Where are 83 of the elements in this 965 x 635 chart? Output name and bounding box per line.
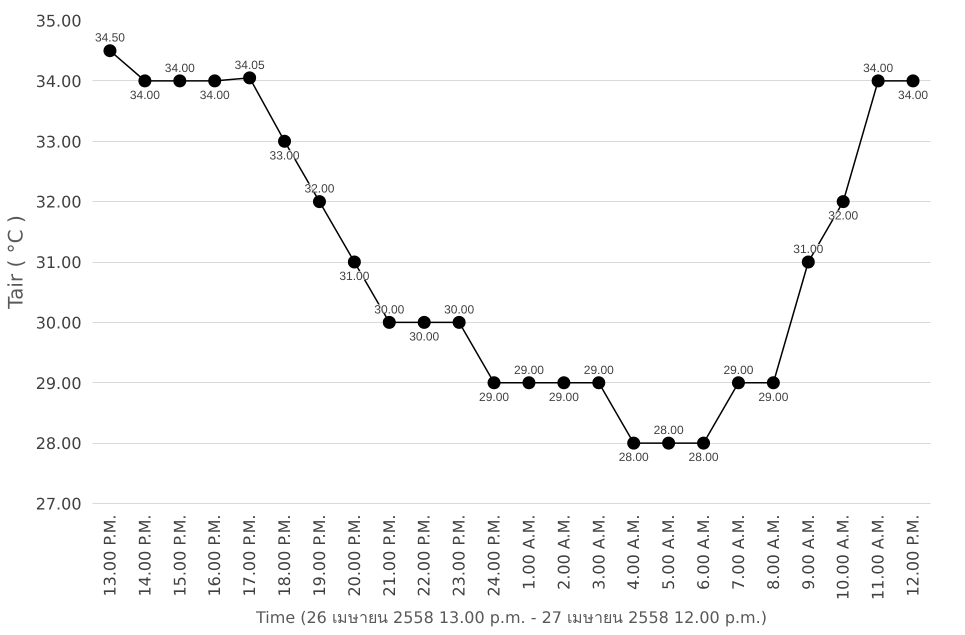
x-tick-label: 3.00 A.M. [589, 514, 608, 590]
x-tick-label: 11.00 A.M. [868, 514, 888, 600]
x-tick-label: 17.00 P.M. [240, 514, 260, 597]
y-tick-label: 32.00 [36, 192, 82, 212]
x-tick-label: 8.00 A.M. [764, 514, 783, 590]
data-label: 29.00 [514, 362, 544, 377]
data-label: 34.05 [234, 58, 265, 72]
y-tick-label: 34.00 [36, 72, 82, 91]
point [208, 74, 222, 88]
data-label: 31.00 [793, 242, 824, 256]
data-label: 29.00 [548, 390, 580, 404]
point [627, 436, 640, 450]
x-tick-label: 10.00 A.M. [834, 514, 853, 600]
point [103, 44, 116, 58]
data-label: 34.00 [200, 88, 230, 102]
data-label: 33.00 [270, 148, 300, 162]
x-tick-label: 4.00 A.M. [624, 514, 644, 590]
x-tick-label: 12.00 P.M. [904, 514, 923, 597]
data-label: 32.00 [828, 208, 859, 223]
y-tick-label: 30.00 [36, 313, 82, 332]
x-tick-label: 6.00 A.M. [694, 514, 714, 590]
data-label: 28.00 [688, 450, 719, 464]
x-tick-label: 20.00 P.M. [344, 514, 364, 597]
point [348, 256, 361, 268]
point [522, 376, 536, 390]
point [802, 256, 815, 268]
data-label: 29.00 [584, 362, 614, 377]
data-label: 32.00 [304, 182, 335, 196]
data-label: 29.00 [479, 390, 510, 404]
point [662, 436, 676, 450]
point [836, 195, 850, 208]
x-tick-label: 1.00 A.M. [519, 514, 538, 590]
point [243, 71, 256, 84]
data-label: 34.50 [94, 30, 126, 45]
y-tick-label: 28.00 [36, 434, 82, 454]
y-tick-label: 31.00 [36, 253, 82, 272]
data-label: 28.00 [654, 423, 684, 438]
x-tick-label: 18.00 P.M. [275, 514, 294, 597]
y-axis-title: Tair ( °C ) [4, 215, 28, 310]
point [418, 316, 431, 329]
x-tick-label: 7.00 A.M. [728, 514, 748, 590]
x-tick-label: 14.00 P.M. [135, 514, 154, 597]
data-label: 30.00 [374, 302, 405, 316]
data-label: 34.00 [164, 60, 196, 75]
data-label: 30.00 [444, 302, 474, 316]
x-tick-label: 21.00 P.M. [380, 514, 399, 597]
x-tick-label: 16.00 P.M. [205, 514, 224, 597]
point [697, 436, 710, 450]
point [557, 376, 570, 390]
y-tick-label: 33.00 [36, 132, 82, 152]
point [766, 376, 780, 390]
x-tick-label: 9.00 A.M. [798, 514, 818, 590]
y-tick-label: 29.00 [36, 374, 82, 393]
data-label: 34.00 [863, 60, 894, 75]
point [488, 376, 501, 390]
data-label: 34.00 [130, 88, 160, 102]
point [452, 316, 466, 329]
point [732, 376, 745, 390]
x-tick-label: 24.00 P.M. [484, 514, 504, 597]
point [592, 376, 606, 390]
x-tick-label: 19.00 P.M. [310, 514, 329, 597]
data-label: 31.00 [339, 269, 370, 283]
data-label: 28.00 [618, 450, 650, 464]
data-label: 30.00 [409, 329, 440, 344]
y-tick-label: 35.00 [36, 12, 82, 30]
point [173, 74, 186, 88]
point [138, 74, 152, 88]
x-tick-label: 22.00 P.M. [414, 514, 434, 597]
data-label: 29.00 [758, 390, 789, 404]
data-label: 29.00 [723, 362, 754, 377]
x-tick-label: 13.00 P.M. [100, 514, 120, 597]
point [278, 134, 292, 148]
x-tick-label: 15.00 P.M. [170, 514, 190, 597]
y-tick-label: 27.00 [36, 494, 82, 514]
x-tick-label: 5.00 A.M. [659, 514, 678, 590]
point [906, 74, 920, 88]
point [312, 195, 326, 208]
x-axis-title: Time (26 เมษายน 2558 13.00 p.m. - 27 เมษายน 2558 12.00 p.m.) [255, 608, 767, 628]
x-tick-label: 2.00 A.M. [554, 514, 574, 590]
data-label: 34.00 [898, 88, 928, 102]
point [872, 74, 885, 88]
x-tick-label: 23.00 P.M. [450, 514, 469, 597]
point [382, 316, 396, 329]
